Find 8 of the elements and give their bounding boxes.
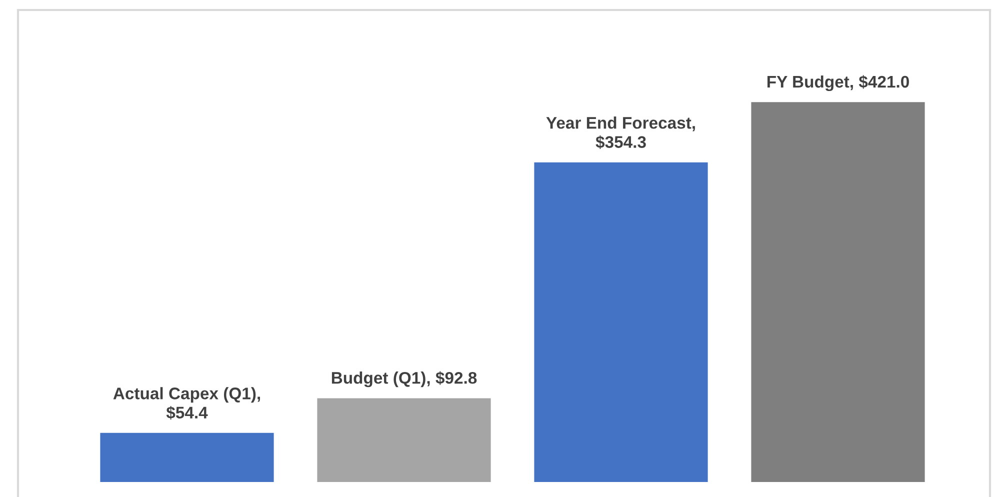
bar [534,162,708,482]
bar [751,102,925,482]
data-label: Budget (Q1), $92.8 [332,371,477,388]
data-label: Year End Forecast, $354.3 [546,116,695,150]
data-label: Actual Capex (Q1), $54.4 [113,387,260,420]
bar [100,432,274,482]
data-label: FY Budget, $421.0 [767,75,909,92]
bar [317,398,491,482]
